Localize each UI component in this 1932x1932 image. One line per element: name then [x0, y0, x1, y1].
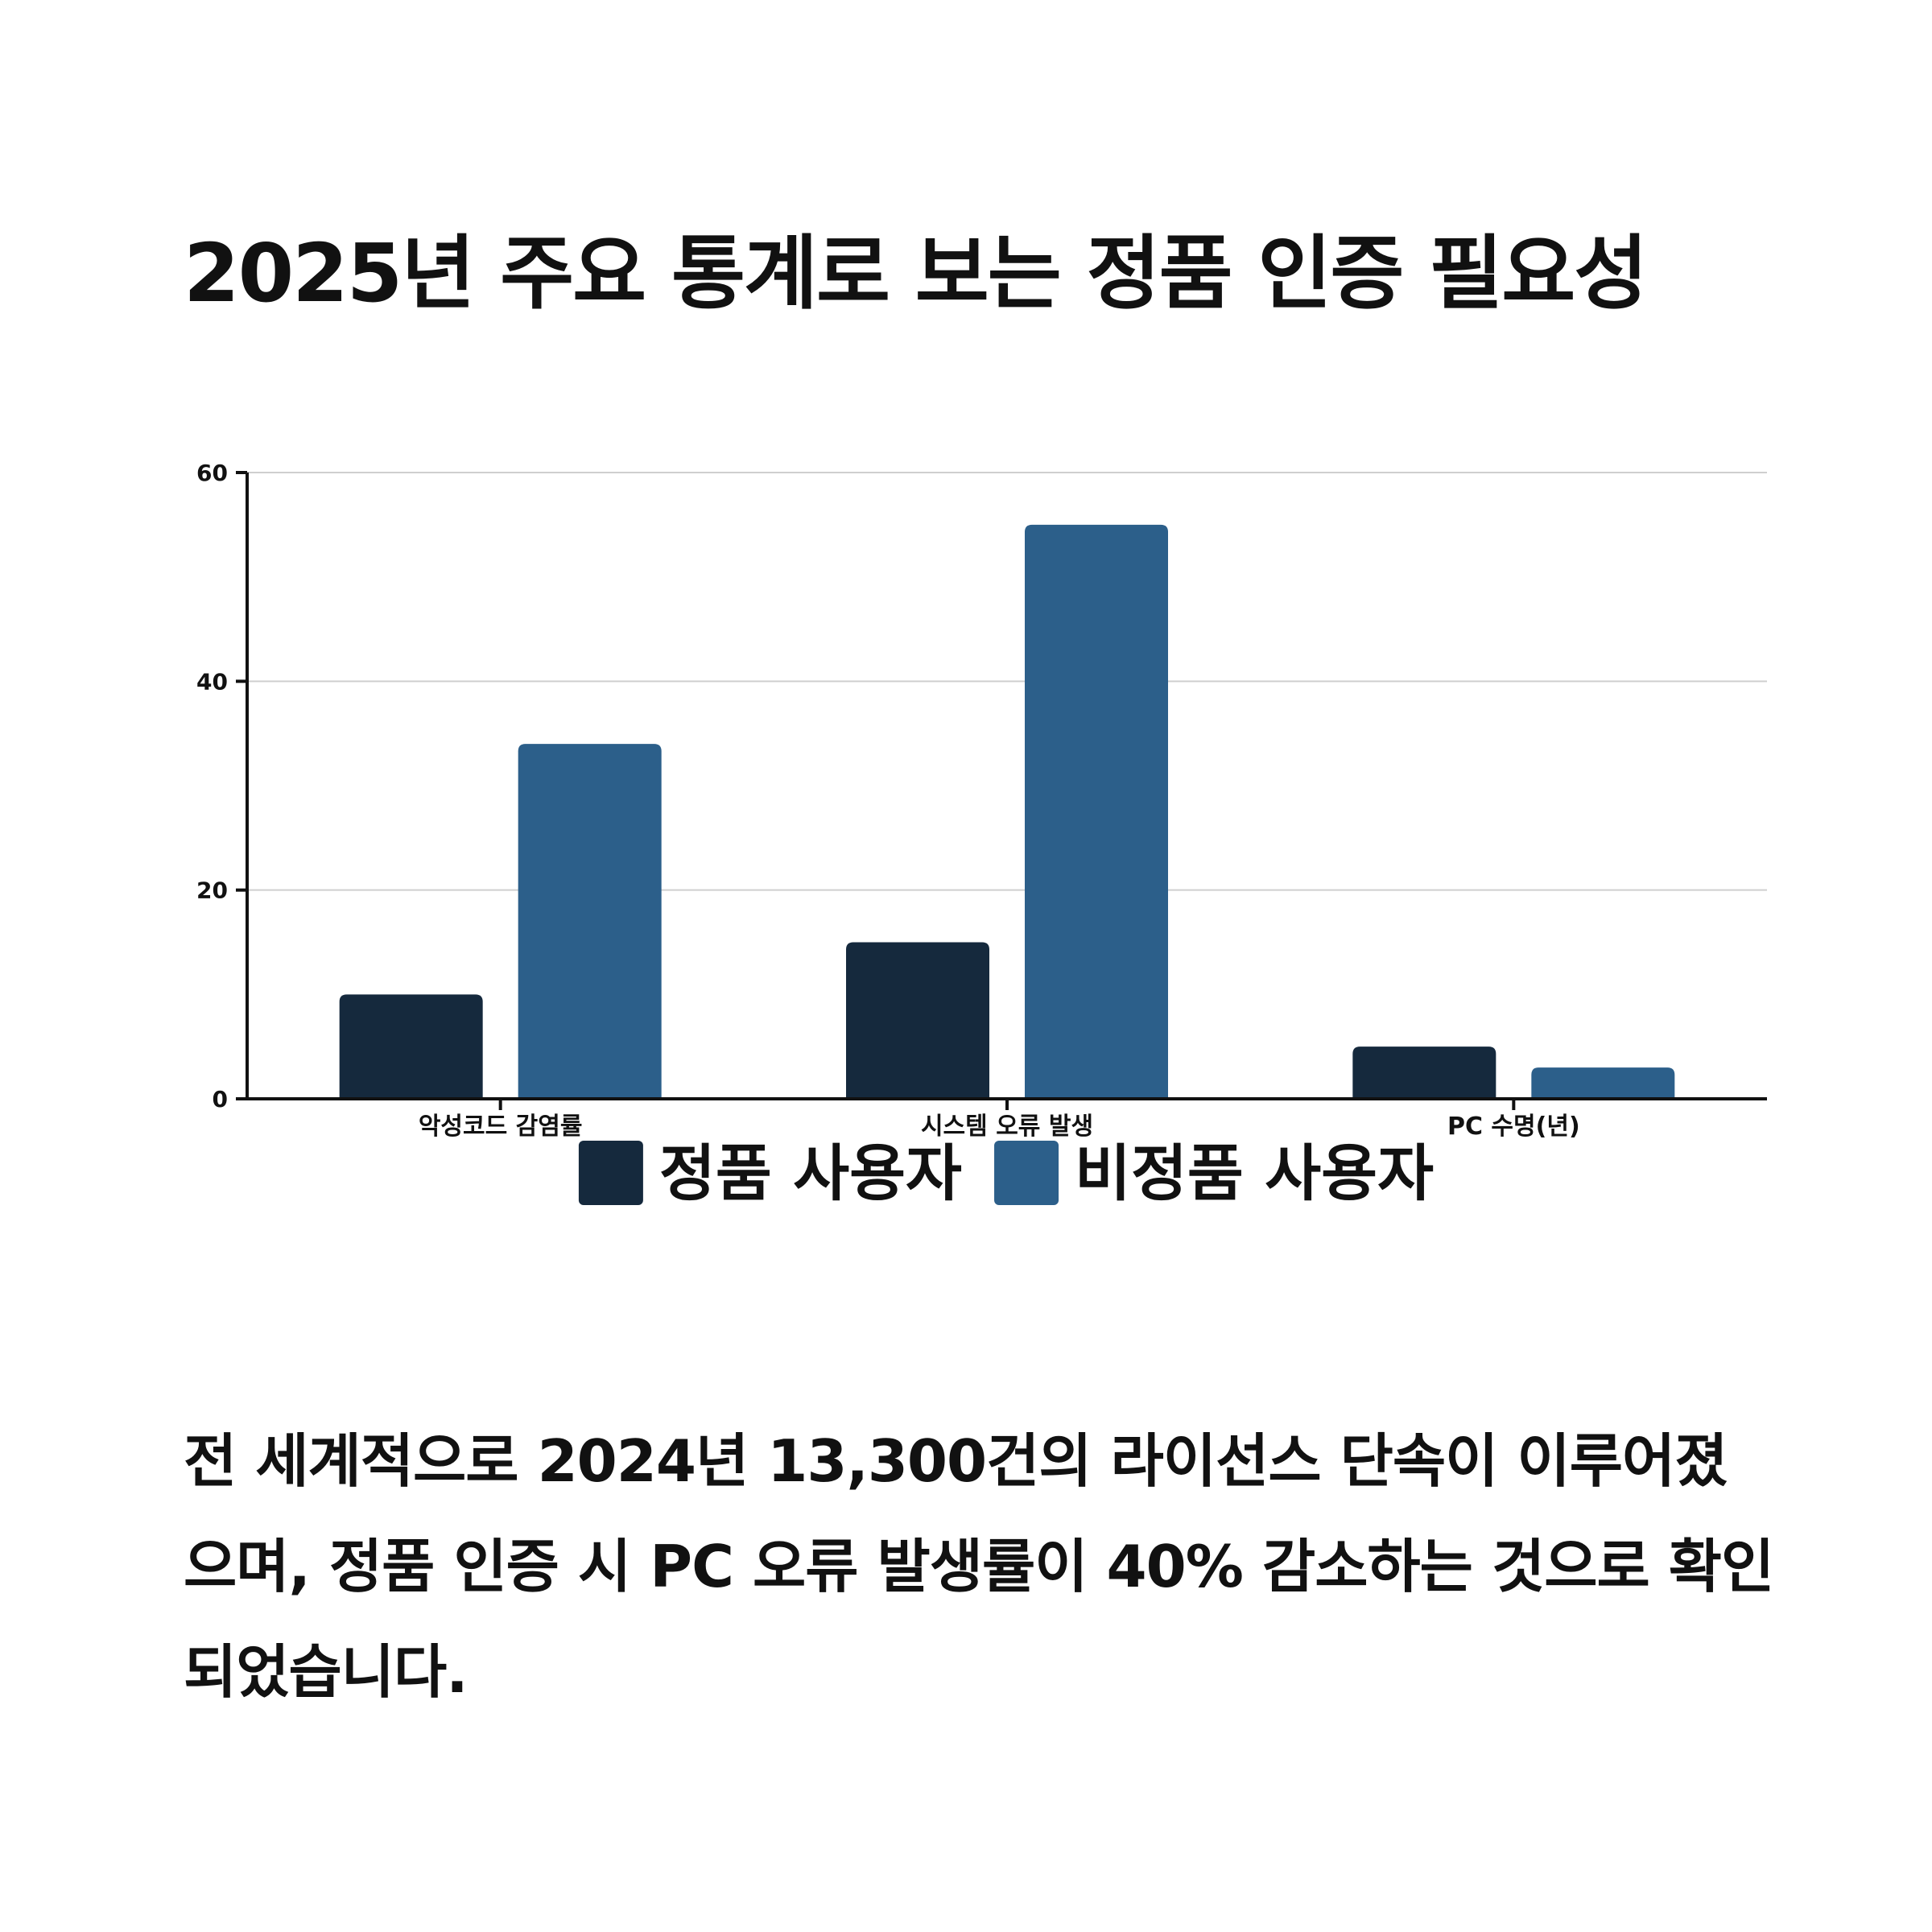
x-tick-label: 시스템 오류 발생: [921, 1113, 1093, 1141]
y-tick-label: 60: [196, 460, 228, 486]
chart-bars: [339, 524, 1675, 1099]
bar: [1531, 1067, 1675, 1099]
y-tick-label: 20: [196, 877, 228, 904]
bar: [339, 994, 483, 1099]
legend-label: 비정품 사용자: [1075, 1137, 1434, 1209]
legend-swatch: [578, 1141, 643, 1205]
legend-label: 정품 사용자: [659, 1137, 962, 1209]
chart-axes: 0 20 40 60 악성코드 감염률 시스템 오류 발생 PC 수명(년): [196, 460, 1767, 1141]
legend-item: 정품 사용자: [578, 1137, 962, 1209]
legend-item: 비정품 사용자: [994, 1137, 1434, 1209]
y-tick-label: 40: [196, 668, 228, 695]
bar: [1025, 524, 1168, 1099]
chart-legend: 정품 사용자 비정품 사용자: [578, 1137, 1434, 1209]
x-tick-label: PC 수명(년): [1447, 1113, 1580, 1141]
y-tick-label: 0: [213, 1086, 228, 1113]
bar: [518, 744, 662, 1099]
page-title: 2025년 주요 통계로 보는 정품 인증 필요성: [184, 226, 1648, 320]
bar: [1352, 1046, 1496, 1099]
chart-gridlines: [247, 472, 1767, 891]
description-text: 전 세계적으로 2024년 13,300건의 라이선스 단속이 이루어졌으며, …: [184, 1427, 1774, 1706]
bar-chart: 0 20 40 60 악성코드 감염률 시스템 오류 발생 PC 수명(년) 정품 사용자 비…: [196, 460, 1767, 1209]
x-tick-label: 악성코드 감염률: [419, 1113, 583, 1141]
legend-swatch: [994, 1141, 1059, 1205]
bar: [846, 942, 989, 1099]
